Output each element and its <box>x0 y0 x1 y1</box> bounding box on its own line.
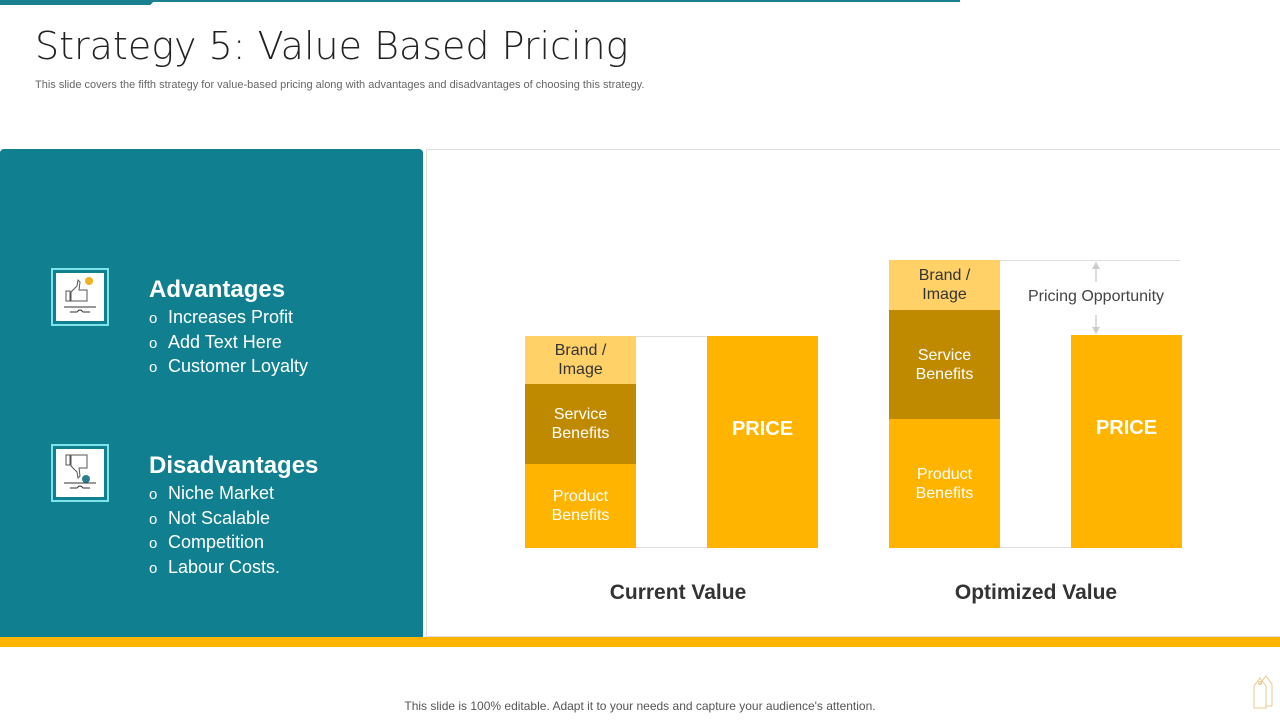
current-brand-segment: Brand / Image <box>525 336 636 384</box>
diagram-panel <box>426 149 1280 637</box>
footer-note: This slide is 100% editable. Adapt it to… <box>404 699 876 713</box>
advantages-list: o Increases Profit o Add Text Here o Custom… <box>149 306 308 380</box>
list-item: o Niche Market <box>149 483 275 503</box>
list-item: o Competition <box>149 532 265 552</box>
list-item: o Labour Costs. <box>149 556 281 577</box>
optimized-price-bar: PRICE <box>1071 335 1182 548</box>
current-service-segment: Service Benefits <box>525 384 636 464</box>
page-title: Strategy 5: Value Based Pricing <box>35 24 629 68</box>
list-item: o Not Scalable <box>149 507 271 528</box>
gold-band <box>0 637 1280 647</box>
double-arrow-icon <box>1092 262 1100 334</box>
disadvantages-list: o Niche Market o Not Scalable o Competition… <box>149 482 280 580</box>
top-rule <box>0 0 960 2</box>
optimized-service-segment: Service Benefits <box>889 310 1000 419</box>
pricing-opportunity-label: Pricing Opportunity <box>1027 288 1165 305</box>
disadvantages-heading: Disadvantages <box>149 452 319 479</box>
gap-frame <box>636 336 707 548</box>
current-value-caption: Current Value <box>609 581 747 604</box>
top-accent <box>0 0 155 5</box>
top-guide-line <box>1000 260 1180 261</box>
page-subtitle: This slide covers the fifth strategy for… <box>35 79 645 91</box>
current-product-segment: Product Benefits <box>525 464 636 548</box>
thumbs-up-icon <box>51 268 109 326</box>
list-item: o Add Text Here <box>149 331 282 352</box>
optimized-brand-segment: Brand / Image <box>889 260 1000 310</box>
list-item: o Increases Profit <box>149 307 294 327</box>
current-price-bar: PRICE <box>707 336 818 548</box>
optimized-value-caption: Optimized Value <box>954 581 1118 604</box>
list-item: o Customer Loyalty <box>149 356 309 376</box>
thumbs-down-icon <box>51 444 109 502</box>
price-tag-icon <box>1253 675 1273 709</box>
advantages-heading: Advantages <box>149 276 286 303</box>
optimized-product-segment: Product Benefits <box>889 419 1000 548</box>
bottom-guide-line <box>1000 547 1071 548</box>
pros-cons-panel <box>0 149 423 637</box>
